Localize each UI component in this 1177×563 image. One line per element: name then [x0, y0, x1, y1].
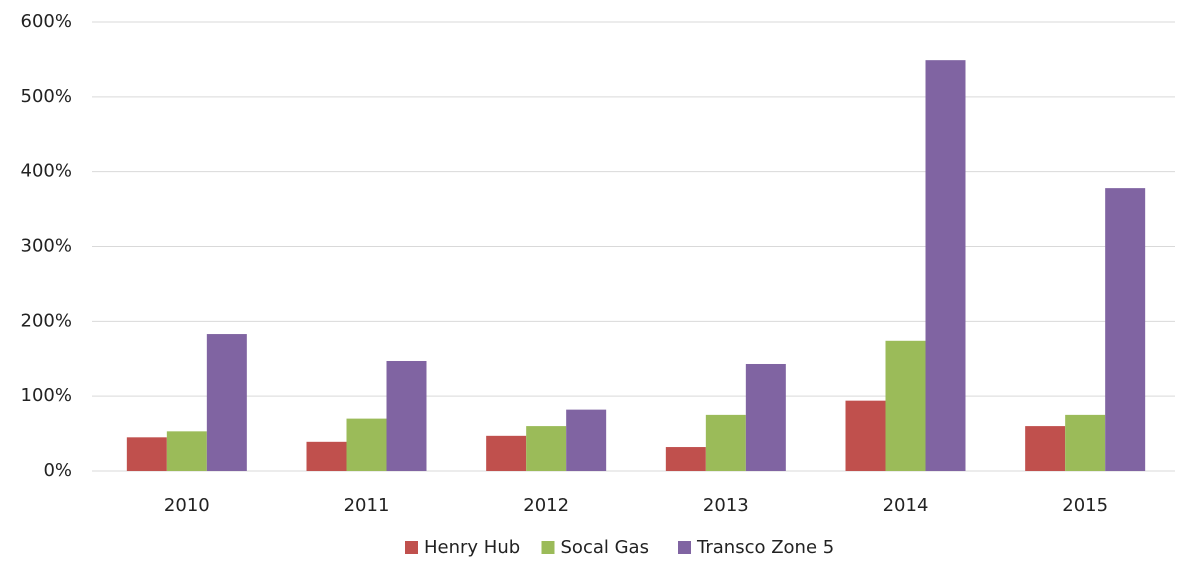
bar	[206, 334, 247, 471]
x-tick-label: 2014	[883, 495, 929, 516]
legend-swatch	[541, 541, 555, 554]
x-tick-label: 2011	[344, 495, 390, 516]
y-tick-label: 200%	[21, 310, 72, 331]
bar	[1065, 414, 1106, 471]
bar	[1105, 188, 1146, 471]
y-tick-label: 300%	[21, 236, 72, 257]
x-tick-label: 2013	[703, 495, 749, 516]
bar	[346, 418, 387, 471]
y-tick-label: 100%	[21, 385, 72, 406]
x-tick-label: 2015	[1062, 495, 1108, 516]
bar	[885, 340, 926, 471]
bar	[1025, 426, 1066, 471]
bar	[306, 441, 347, 471]
bar	[925, 60, 966, 471]
x-tick-label: 2012	[523, 495, 569, 516]
bar	[745, 363, 786, 471]
legend-label: Socal Gas	[561, 537, 649, 558]
bar	[845, 400, 886, 471]
legend-swatch	[405, 541, 418, 554]
bar	[166, 431, 207, 471]
bar	[126, 437, 167, 471]
y-tick-label: 400%	[21, 161, 72, 182]
bar	[386, 360, 427, 471]
bar	[486, 435, 527, 471]
x-tick-label: 2010	[164, 495, 210, 516]
y-tick-label: 600%	[21, 11, 72, 32]
y-tick-label: 500%	[21, 86, 72, 107]
bar	[526, 426, 567, 471]
y-tick-label: 0%	[43, 460, 72, 481]
legend-label: Transco Zone 5	[696, 537, 834, 558]
bar	[566, 409, 607, 471]
legend-swatch	[678, 541, 691, 554]
legend-label: Henry Hub	[424, 537, 520, 558]
bar	[665, 447, 706, 471]
bar	[705, 414, 746, 471]
